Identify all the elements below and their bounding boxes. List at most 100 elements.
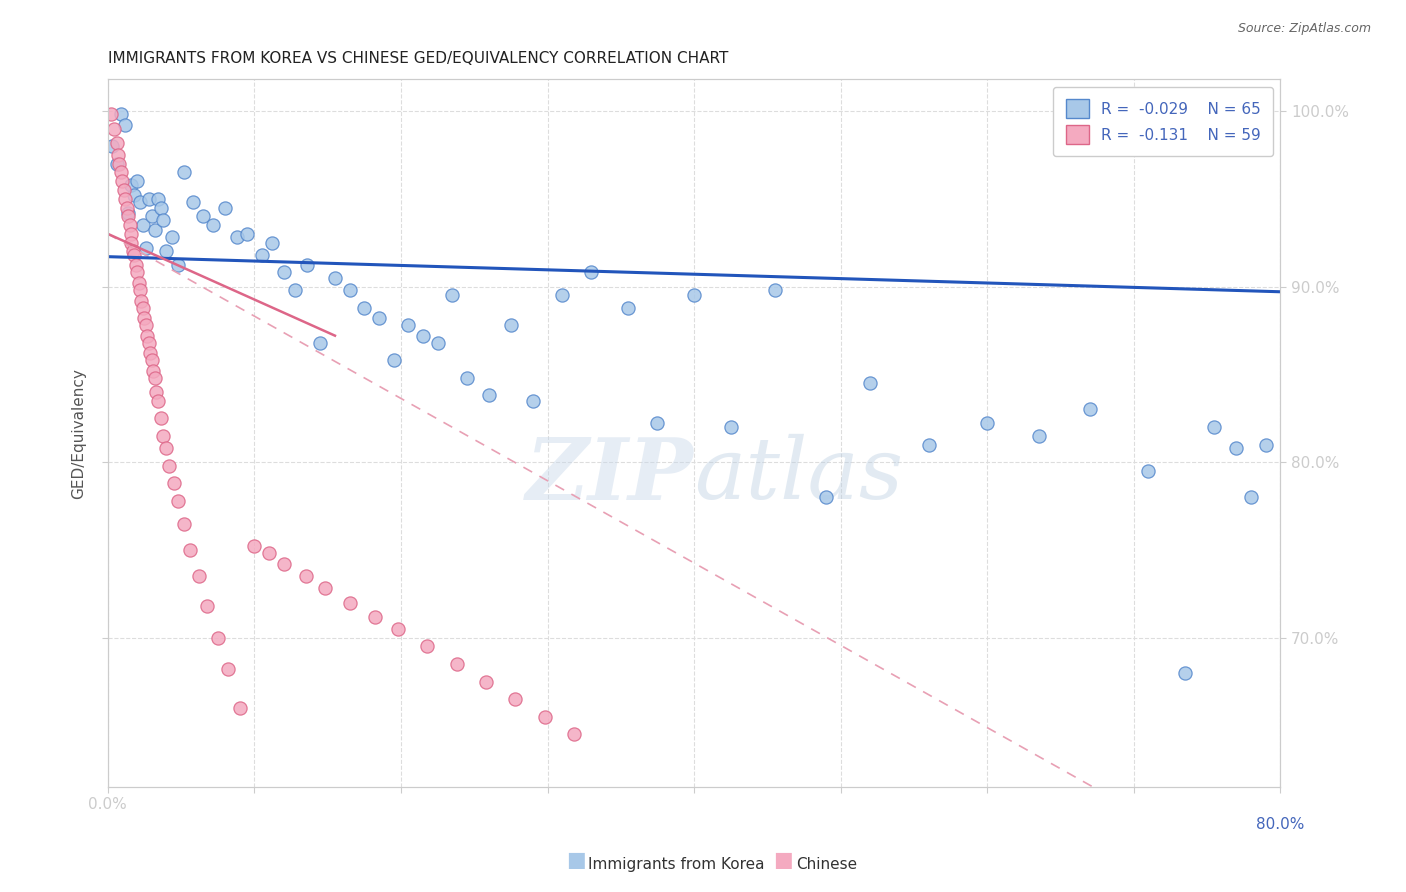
- Point: [129, 283, 152, 297]
- Point: [114, 118, 136, 132]
- Point: [562, 727, 585, 741]
- Point: [136, 328, 159, 343]
- Point: [114, 192, 136, 206]
- Point: [120, 235, 142, 250]
- Point: [503, 692, 526, 706]
- Point: [122, 188, 145, 202]
- Text: Chinese: Chinese: [796, 857, 856, 872]
- Point: [202, 218, 225, 232]
- Point: [1078, 402, 1101, 417]
- Point: [323, 270, 346, 285]
- Point: [236, 227, 259, 241]
- Point: [250, 248, 273, 262]
- Point: [475, 674, 498, 689]
- Point: [125, 174, 148, 188]
- Point: [197, 599, 219, 613]
- Point: [617, 301, 640, 315]
- Point: [110, 165, 132, 179]
- Point: [284, 283, 307, 297]
- Point: [187, 569, 209, 583]
- Point: [132, 301, 155, 315]
- Point: [426, 335, 449, 350]
- Legend: R =  -0.029    N = 65, R =  -0.131    N = 59: R = -0.029 N = 65, R = -0.131 N = 59: [1053, 87, 1272, 156]
- Point: [456, 371, 478, 385]
- Point: [1137, 464, 1160, 478]
- Point: [683, 288, 706, 302]
- Point: [173, 516, 195, 531]
- Point: [257, 546, 280, 560]
- Point: [167, 259, 190, 273]
- Point: [100, 107, 122, 121]
- Point: [152, 428, 174, 442]
- Text: Source: ZipAtlas.com: Source: ZipAtlas.com: [1237, 22, 1371, 36]
- Point: [260, 235, 283, 250]
- Point: [107, 148, 129, 162]
- Point: [105, 136, 128, 150]
- Point: [122, 248, 145, 262]
- Point: [143, 223, 166, 237]
- Point: [132, 218, 155, 232]
- Point: [720, 420, 742, 434]
- Point: [152, 212, 174, 227]
- Point: [115, 201, 138, 215]
- Point: [128, 276, 150, 290]
- Point: [353, 301, 375, 315]
- Text: ■: ■: [773, 850, 793, 870]
- Point: [243, 539, 266, 553]
- Point: [110, 107, 132, 121]
- Point: [228, 701, 250, 715]
- Point: [118, 218, 141, 232]
- Point: [101, 139, 124, 153]
- Point: [1204, 420, 1226, 434]
- Point: [382, 353, 405, 368]
- Point: [134, 311, 156, 326]
- Point: [647, 417, 669, 431]
- Point: [814, 490, 837, 504]
- Point: [581, 265, 603, 279]
- Point: [105, 156, 128, 170]
- Point: [416, 640, 439, 654]
- Point: [217, 662, 239, 676]
- Point: [112, 183, 135, 197]
- Point: [179, 542, 201, 557]
- Point: [143, 371, 166, 385]
- Text: IMMIGRANTS FROM KOREA VS CHINESE GED/EQUIVALENCY CORRELATION CHART: IMMIGRANTS FROM KOREA VS CHINESE GED/EQU…: [108, 51, 728, 66]
- Y-axis label: GED/Equivalency: GED/Equivalency: [72, 368, 86, 499]
- Point: [499, 318, 522, 332]
- Text: 80.0%: 80.0%: [1256, 817, 1305, 832]
- Point: [141, 353, 163, 368]
- Point: [309, 335, 332, 350]
- Point: [368, 311, 391, 326]
- Point: [125, 265, 148, 279]
- Point: [157, 458, 180, 473]
- Point: [162, 230, 184, 244]
- Point: [108, 156, 131, 170]
- Point: [339, 283, 361, 297]
- Point: [412, 328, 434, 343]
- Point: [214, 201, 236, 215]
- Point: [120, 227, 142, 241]
- Point: [314, 582, 336, 596]
- Point: [124, 259, 146, 273]
- Point: [117, 206, 139, 220]
- Point: [135, 318, 157, 332]
- Text: atlas: atlas: [695, 434, 903, 516]
- Point: [155, 244, 177, 259]
- Point: [1174, 665, 1197, 680]
- Point: [1240, 490, 1263, 504]
- Text: Immigrants from Korea: Immigrants from Korea: [588, 857, 765, 872]
- Point: [396, 318, 419, 332]
- Point: [121, 244, 143, 259]
- Point: [478, 388, 501, 402]
- Point: [167, 493, 190, 508]
- Point: [1254, 437, 1277, 451]
- Point: [129, 195, 152, 210]
- Point: [1028, 428, 1050, 442]
- Point: [859, 376, 882, 390]
- Point: [295, 259, 318, 273]
- Point: [763, 283, 786, 297]
- Point: [142, 364, 165, 378]
- Text: ■: ■: [567, 850, 586, 870]
- Point: [533, 709, 555, 723]
- Point: [163, 476, 186, 491]
